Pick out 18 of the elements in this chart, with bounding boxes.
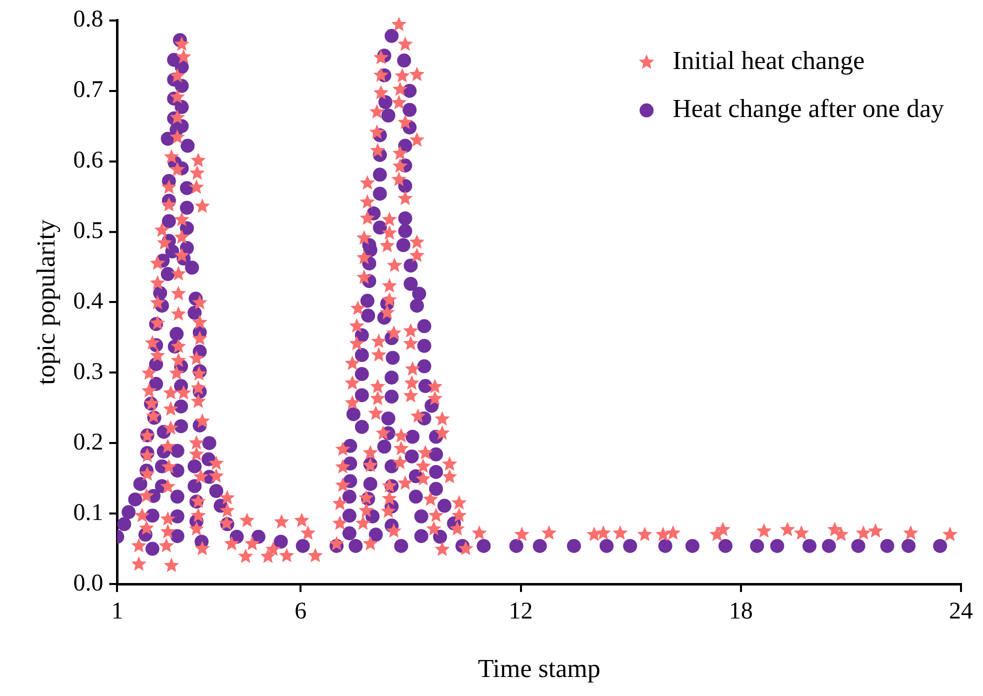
y-tick-label: 0.7	[73, 77, 104, 104]
legend-label: Heat change after one day	[672, 94, 944, 124]
x-tick-label: 6	[294, 598, 307, 625]
y-tick-label: 0.6	[73, 148, 104, 174]
x-axis-title: Time stamp	[478, 654, 600, 684]
legend-label: Initial heat change	[672, 46, 865, 76]
x-tick-label: 12	[508, 598, 533, 625]
y-tick-label: 0.0	[73, 570, 104, 596]
y-tick-label: 0.5	[73, 218, 104, 244]
y-axis-title: topic popularity	[31, 220, 60, 385]
y-tick-label: 0.1	[73, 500, 104, 526]
x-tick-label: 18	[728, 598, 753, 625]
y-tick-label: 0.3	[73, 358, 104, 385]
y-tick-label: 0.2	[73, 429, 104, 456]
y-tick-label: 0.4	[73, 288, 104, 314]
x-tick-label: 1	[111, 598, 124, 625]
x-tick-label: 24	[949, 598, 973, 625]
y-tick-label: 0.8	[73, 6, 104, 33]
